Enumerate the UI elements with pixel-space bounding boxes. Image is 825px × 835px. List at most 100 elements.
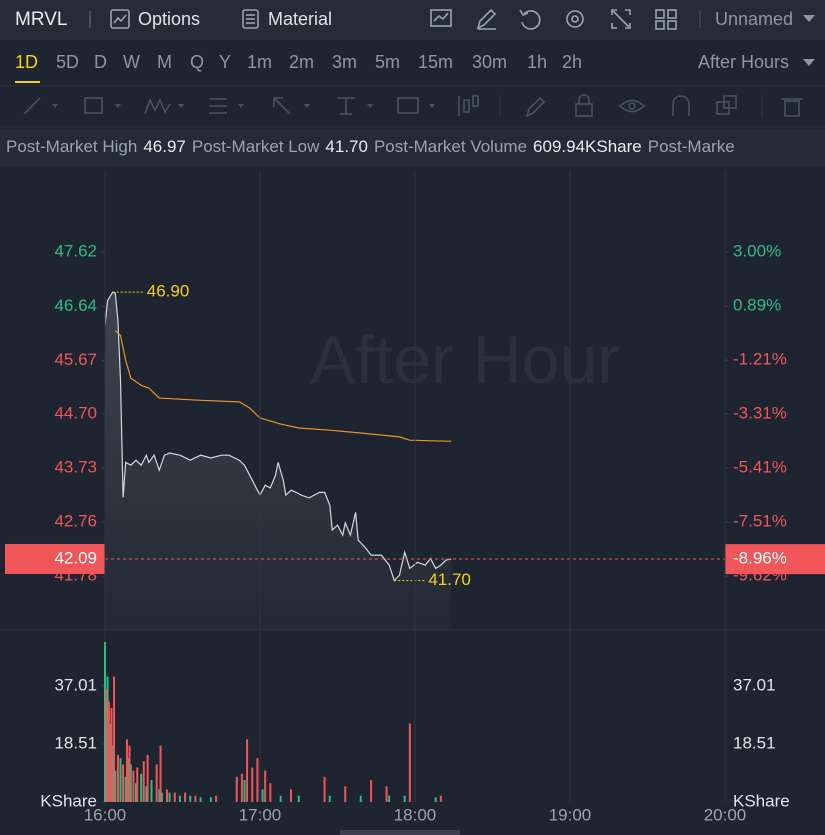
y2-tick-label: 3.00% (733, 241, 781, 260)
y-tick-label: 45.67 (54, 350, 97, 369)
volume-bar (328, 795, 331, 802)
tool-candle[interactable] (458, 95, 479, 116)
average-line (114, 329, 452, 442)
tool-pen[interactable] (525, 96, 546, 118)
tool-layers[interactable] (716, 95, 737, 115)
volume-bar (388, 795, 391, 802)
tool-rect[interactable] (84, 97, 121, 114)
y-tick-label: 44.70 (54, 404, 97, 423)
price-line (104, 291, 452, 582)
session-selector[interactable]: After Hours (698, 52, 789, 72)
material-button[interactable]: Material (268, 9, 332, 29)
tool-arrow[interactable] (273, 97, 310, 115)
period-tab[interactable]: 30m (472, 52, 507, 72)
stat-label: Post-Marke (648, 137, 735, 156)
stat-value: 46.97 (143, 137, 186, 156)
annotation-label: 41.70 (428, 570, 471, 589)
period-tab[interactable]: 3m (332, 52, 357, 72)
period-tab[interactable]: Q (190, 52, 204, 72)
options-icon[interactable] (110, 9, 130, 29)
period-tab[interactable]: 15m (418, 52, 453, 72)
period-tab[interactable]: Y (219, 52, 231, 72)
volume-bar (140, 773, 143, 802)
tool-pattern[interactable] (144, 97, 184, 115)
tool-measure[interactable] (337, 97, 373, 115)
chart-icon[interactable] (430, 9, 452, 27)
annotation-label: 46.90 (147, 282, 190, 301)
dropdown-arrow[interactable] (803, 15, 815, 22)
volume-bar (256, 758, 259, 802)
volume-bar (194, 795, 197, 802)
volume-bar (240, 773, 243, 802)
y2-tick-label: -5.41% (733, 457, 787, 476)
period-tab[interactable]: 1h (527, 52, 547, 72)
last-change-box (725, 544, 825, 575)
chart-area: After Hour 47.62 46.64 45.67 44.70 43.73 42.76… (0, 170, 825, 824)
fullscreen-icon[interactable] (611, 9, 631, 29)
draw-icon[interactable] (476, 8, 497, 30)
layout-icon[interactable] (655, 9, 677, 30)
settings-icon[interactable] (566, 10, 584, 28)
x-tick-label: 20:00 (704, 805, 747, 824)
volume-bar (145, 786, 148, 802)
y-tick-label: 47.62 (54, 242, 97, 261)
volume-bar (124, 776, 127, 802)
last-price-box (5, 543, 105, 574)
period-tab[interactable]: D (94, 52, 107, 72)
volume-bar (209, 797, 212, 802)
stat-label: Post-Market Volume (374, 137, 527, 156)
volume-bar (264, 770, 267, 802)
period-tab[interactable]: M (157, 52, 172, 72)
symbol[interactable]: MRVL (15, 9, 67, 30)
volume-bar (297, 795, 300, 802)
volume-bar (104, 642, 106, 802)
period-tab[interactable]: 5D (56, 52, 79, 72)
volume-bar (158, 789, 161, 802)
tool-magnet[interactable] (672, 95, 690, 116)
period-tab[interactable]: 1m (247, 52, 272, 72)
period-tab[interactable]: 2m (289, 52, 314, 72)
tool-text[interactable] (397, 97, 435, 114)
tool-trendline[interactable] (23, 97, 58, 115)
volume-bar (251, 767, 254, 802)
tool-delete[interactable] (781, 98, 803, 117)
volume-bar (269, 783, 272, 802)
period-tab[interactable]: 5m (375, 52, 400, 72)
volume-bar (243, 780, 246, 802)
volume-bar (111, 745, 114, 802)
dropdown-arrow[interactable] (803, 59, 815, 66)
x-tick-label: 16:00 (84, 805, 127, 824)
layout-name[interactable]: Unnamed (715, 9, 793, 29)
scrollbar[interactable] (340, 830, 460, 835)
volume-bar (385, 786, 388, 802)
volume-bar (119, 758, 122, 802)
volume-tick-label: 18.51 (54, 733, 97, 752)
volume-bar (146, 754, 149, 802)
tool-lock[interactable] (575, 94, 593, 117)
volume-bar (127, 758, 130, 802)
volume-bar (344, 786, 347, 802)
y2-tick-label: 0.89% (733, 296, 781, 315)
volume-bar (113, 676, 116, 802)
volume-bar (215, 795, 218, 802)
price-area (105, 292, 452, 630)
tool-visible[interactable] (618, 99, 646, 113)
material-icon[interactable] (242, 9, 259, 29)
reset-icon[interactable] (519, 9, 541, 30)
volume-bar (323, 776, 326, 802)
options-button[interactable]: Options (138, 9, 200, 29)
volume-bar (136, 767, 139, 802)
period-tab[interactable]: 1D (15, 52, 38, 72)
y2-tick-label: -1.21% (733, 350, 787, 369)
stat-label: Post-Market Low (192, 137, 320, 156)
x-tick-label: 18:00 (394, 805, 437, 824)
volume-bar (155, 764, 158, 802)
tool-fib[interactable] (209, 98, 244, 114)
last-change-label: -8.96% (733, 549, 787, 568)
volume-bar (290, 789, 292, 802)
volume-bar (150, 780, 153, 802)
volume-bar (114, 770, 117, 802)
period-tab[interactable]: W (123, 52, 140, 72)
period-tab[interactable]: 2h (562, 52, 582, 72)
